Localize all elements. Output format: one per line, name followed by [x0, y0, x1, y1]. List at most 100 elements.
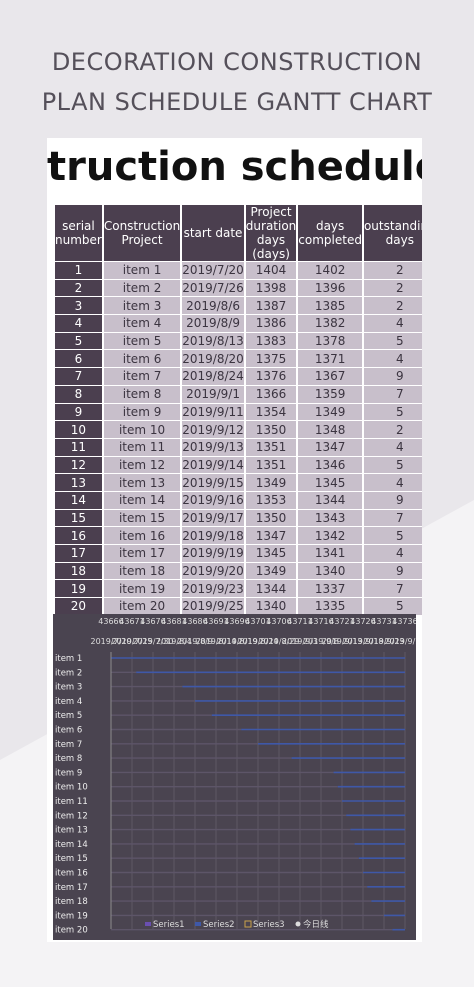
gantt-row-label: item 5: [55, 711, 82, 721]
heading-line: DECORATION CONSTRUCTION: [51, 48, 423, 76]
table-cell: 1342: [298, 527, 362, 544]
table-cell: 1344: [245, 580, 297, 598]
table-cell: 1340: [245, 598, 297, 615]
table-cell: item 18: [103, 562, 181, 580]
gantt-chart: 43666 2019/7/20 43671 2019/7/25 43676 2019/7/…: [53, 614, 416, 940]
axis-top-label: 43736: [392, 617, 416, 626]
table-row: 13 item 13 2019/9/15 1349 1345 4: [55, 474, 422, 491]
table-cell: 1343: [298, 509, 362, 527]
table-cell: 4: [363, 474, 422, 491]
axis-top-label: 43696: [224, 617, 249, 626]
table-cell: 1366: [245, 385, 297, 403]
table-cell: item 12: [103, 456, 181, 474]
banner: truction schedule sche: [47, 144, 422, 190]
table-cell: item 2: [103, 279, 181, 297]
axis-date-label: 2019/9/28: [384, 637, 416, 646]
table-cell: item 20: [103, 598, 181, 615]
gantt-row-label: item 1: [55, 654, 82, 664]
table-cell: 1335: [298, 598, 362, 615]
table-cell: 2019/7/26: [182, 279, 244, 297]
table-row: 2 item 2 2019/7/26 1398 1396 2: [55, 279, 422, 297]
table-cell: 1387: [245, 297, 297, 315]
table-row: 7 item 7 2019/8/24 1376 1367 9: [55, 368, 422, 385]
table-cell: item 13: [103, 474, 181, 491]
table-cell: 1337: [298, 580, 362, 598]
table-cell: 2019/9/14: [182, 456, 244, 474]
axis-top-label: 43681: [161, 617, 186, 626]
axis-date-label: 2019/9/8: [303, 637, 339, 646]
table-cell: 1350: [245, 509, 297, 527]
table-cell: 2019/9/15: [182, 474, 244, 491]
table-row: 16 item 16 2019/9/18 1347 1342 5: [55, 527, 422, 544]
header-cell: outstanding days: [363, 205, 422, 261]
axis-date-label: 2019/8/24: [237, 637, 278, 646]
table-cell: 2019/9/1: [182, 385, 244, 403]
axis-top-label: 43666: [98, 617, 123, 626]
table-cell: 7: [55, 368, 102, 385]
table-cell: 1346: [298, 456, 362, 474]
table-cell: 1351: [245, 438, 297, 456]
table-cell: 19: [55, 580, 102, 598]
axis-date-label: 2019/7/20: [90, 637, 131, 646]
table-cell: 1386: [245, 315, 297, 332]
table-cell: 1376: [245, 368, 297, 385]
table-cell: 4: [363, 438, 422, 456]
table-cell: 9: [363, 491, 422, 509]
gantt-row-label: item 9: [55, 768, 82, 778]
table-cell: item 7: [103, 368, 181, 385]
table-cell: 1350: [245, 421, 297, 438]
table-cell: 1345: [298, 474, 362, 491]
table-cell: 2019/9/20: [182, 562, 244, 580]
table-cell: 2019/8/13: [182, 332, 244, 350]
table-cell: 1382: [298, 315, 362, 332]
table-cell: 1347: [245, 527, 297, 544]
table-row: 14 item 14 2019/9/16 1353 1344 9: [55, 491, 422, 509]
table-body: 1 item 1 2019/7/20 1404 1402 2 2 item 2 2019/7/2…: [55, 262, 422, 615]
table-cell: 9: [55, 403, 102, 421]
axis-top-label: 43721: [329, 617, 354, 626]
gantt-background: [53, 614, 416, 940]
table-cell: 1349: [245, 562, 297, 580]
gantt-row-label: item 12: [55, 811, 88, 821]
table-row: 17 item 17 2019/9/19 1345 1341 4: [55, 545, 422, 562]
table-row: 1 item 1 2019/7/20 1404 1402 2: [55, 262, 422, 279]
axis-date-label: 2019/9/23: [363, 637, 404, 646]
header-cell: start date: [182, 205, 244, 261]
axis-top-label: 43691: [203, 617, 228, 626]
table-cell: 1347: [298, 438, 362, 456]
axis-top-label: 43671: [119, 617, 144, 626]
axis-date-label: 2019/8/9: [177, 637, 213, 646]
legend-key: [295, 921, 301, 927]
table-cell: 1351: [245, 456, 297, 474]
table-cell: 1348: [298, 421, 362, 438]
table-cell: item 8: [103, 385, 181, 403]
table-cell: 1398: [245, 279, 297, 297]
table-row: 10 item 10 2019/9/12 1350 1348 2: [55, 421, 422, 438]
table-cell: 1354: [245, 403, 297, 421]
table-cell: 2019/9/25: [182, 598, 244, 615]
axis-date-label: 2019/8/29: [258, 637, 299, 646]
table-row: 20 item 20 2019/9/25 1340 1335 5: [55, 598, 422, 615]
header-cell: Construction Project: [103, 205, 181, 261]
table-row: 3 item 3 2019/8/6 1387 1385 2: [55, 297, 422, 315]
table-cell: 5: [363, 456, 422, 474]
table-cell: 18: [55, 562, 102, 580]
axis-date-label: 2019/9/13: [321, 637, 362, 646]
table-cell: 1371: [298, 350, 362, 368]
gantt-row-label: item 18: [55, 897, 88, 907]
table-cell: 1: [55, 262, 102, 279]
legend-key: [145, 922, 151, 926]
table-cell: 2019/9/13: [182, 438, 244, 456]
table-cell: 1385: [298, 297, 362, 315]
gantt-row-label: item 2: [55, 668, 82, 678]
table-cell: item 19: [103, 580, 181, 598]
table-row: 18 item 18 2019/9/20 1349 1340 9: [55, 562, 422, 580]
table-cell: 1367: [298, 368, 362, 385]
table-cell: 9: [363, 368, 422, 385]
table-cell: 6: [55, 350, 102, 368]
table-cell: 2: [55, 279, 102, 297]
table-cell: 2019/8/9: [182, 315, 244, 332]
table-cell: 5: [363, 527, 422, 544]
gantt-row-label: item 8: [55, 754, 82, 764]
table-cell: item 16: [103, 527, 181, 544]
